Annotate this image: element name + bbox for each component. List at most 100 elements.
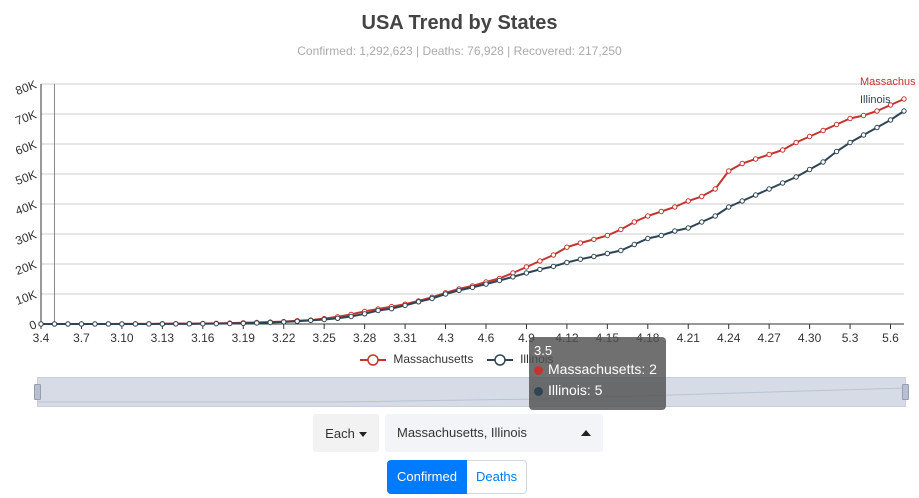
data-point — [779, 147, 786, 153]
data-point — [685, 198, 691, 204]
data-point — [186, 321, 193, 327]
data-point — [860, 132, 867, 138]
each-dropdown-button[interactable]: Each — [313, 414, 379, 452]
data-point — [793, 139, 799, 146]
x-tick-label: 4.27 — [757, 331, 781, 345]
y-tick-label: 80K — [14, 77, 39, 97]
tooltip-dot-illinois — [534, 386, 543, 396]
data-point — [537, 266, 543, 273]
data-point — [645, 213, 651, 219]
zoom-handle-right[interactable] — [902, 384, 909, 400]
zoom-preview — [38, 387, 905, 403]
x-tick-label: 4.21 — [677, 331, 701, 345]
data-point — [564, 244, 570, 250]
each-label: Each — [325, 425, 355, 441]
data-point — [456, 287, 462, 294]
data-point — [631, 219, 638, 225]
x-tick-label: 4.6 — [478, 331, 495, 345]
data-point — [105, 321, 112, 327]
tooltip-row-massachusetts: Massachusetts: 2 — [534, 359, 661, 380]
data-point — [874, 124, 880, 131]
data-point — [415, 299, 422, 305]
tooltip-row-illinois: Illinois: 5 — [534, 380, 661, 401]
data-point — [658, 232, 664, 239]
data-point — [483, 281, 489, 287]
data-point — [752, 156, 759, 162]
chart-title: USA Trend by States — [361, 12, 558, 34]
data-point — [523, 270, 530, 276]
data-point — [361, 311, 368, 317]
x-tick-label: 3.19 — [232, 331, 256, 345]
x-tick-label: 3.16 — [191, 331, 215, 345]
data-point — [510, 274, 516, 280]
data-point — [267, 319, 273, 326]
y-tick-label: 60K — [14, 137, 39, 157]
x-tick-label: 3.13 — [151, 331, 175, 345]
y-tick-label: 50K — [14, 167, 39, 187]
data-point — [469, 284, 476, 291]
tooltip-text-massachusetts: Massachusetts: 2 — [548, 361, 657, 377]
data-point — [712, 186, 718, 192]
x-tick-label: 4.3 — [437, 331, 454, 345]
data-point — [321, 316, 327, 323]
data-point — [672, 228, 678, 234]
x-tick-label: 3.25 — [312, 331, 336, 345]
data-zoom-slider[interactable] — [34, 377, 909, 407]
data-point — [254, 320, 260, 326]
data-point — [294, 318, 300, 324]
data-point — [213, 320, 219, 327]
series-line-illinois — [40, 110, 905, 325]
data-point — [537, 258, 543, 264]
data-point — [200, 321, 206, 327]
x-tick-label: 4.24 — [717, 331, 741, 345]
data-point — [847, 115, 853, 122]
data-point — [699, 219, 705, 225]
data-point — [348, 313, 354, 320]
state-select-value: Massachusetts, Illinois — [397, 425, 528, 440]
data-point — [806, 133, 813, 140]
data-point — [752, 192, 759, 198]
y-tick-label: 70K — [14, 107, 39, 127]
data-point — [699, 193, 705, 200]
x-tick-label: 3.22 — [272, 331, 296, 345]
caret-down-icon — [358, 431, 367, 437]
y-tick-label: 20K — [14, 257, 39, 277]
data-point — [726, 168, 732, 174]
x-tick-label: 3.28 — [353, 331, 377, 345]
data-point — [442, 291, 449, 297]
y-tick-label: 10K — [14, 287, 39, 307]
data-point — [860, 112, 867, 119]
data-point — [388, 306, 395, 312]
legend-item-massachusetts[interactable]: Massachusetts — [360, 352, 473, 367]
end-label-illinois: Illinois — [860, 94, 891, 106]
zoom-handle-left[interactable] — [34, 384, 41, 400]
data-point — [227, 320, 233, 327]
tooltip-title: 3.5 — [534, 343, 553, 358]
data-point — [132, 321, 139, 327]
caret-up-icon — [581, 430, 591, 436]
data-point — [577, 240, 584, 246]
tab-confirmed[interactable]: Confirmed — [387, 460, 467, 494]
data-point — [726, 204, 732, 210]
tab-deaths[interactable]: Deaths — [466, 460, 528, 494]
legend-symbol-massachusetts — [360, 354, 386, 366]
legend-symbol-illinois — [486, 354, 513, 366]
data-point — [375, 307, 381, 314]
data-point — [631, 241, 638, 248]
y-tick-label: 40K — [14, 197, 39, 217]
data-point — [78, 321, 85, 327]
data-point — [159, 321, 166, 327]
data-point — [658, 208, 664, 215]
data-point — [564, 259, 570, 266]
x-tick-label: 4.30 — [798, 331, 822, 345]
data-point — [887, 102, 894, 108]
state-select[interactable]: Massachusetts, Illinois — [385, 414, 603, 452]
data-point — [820, 159, 826, 165]
data-point — [402, 302, 408, 309]
data-point — [334, 315, 341, 321]
data-point — [577, 256, 584, 262]
data-point — [65, 321, 71, 327]
data-point — [523, 264, 530, 270]
tooltip-dot-massachusetts — [534, 365, 543, 375]
data-point — [618, 247, 624, 254]
